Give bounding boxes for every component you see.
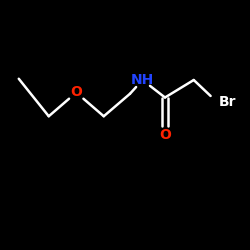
Text: O: O (159, 128, 171, 142)
Text: NH: NH (131, 73, 154, 87)
Text: Br: Br (219, 96, 236, 110)
Text: O: O (70, 86, 82, 100)
